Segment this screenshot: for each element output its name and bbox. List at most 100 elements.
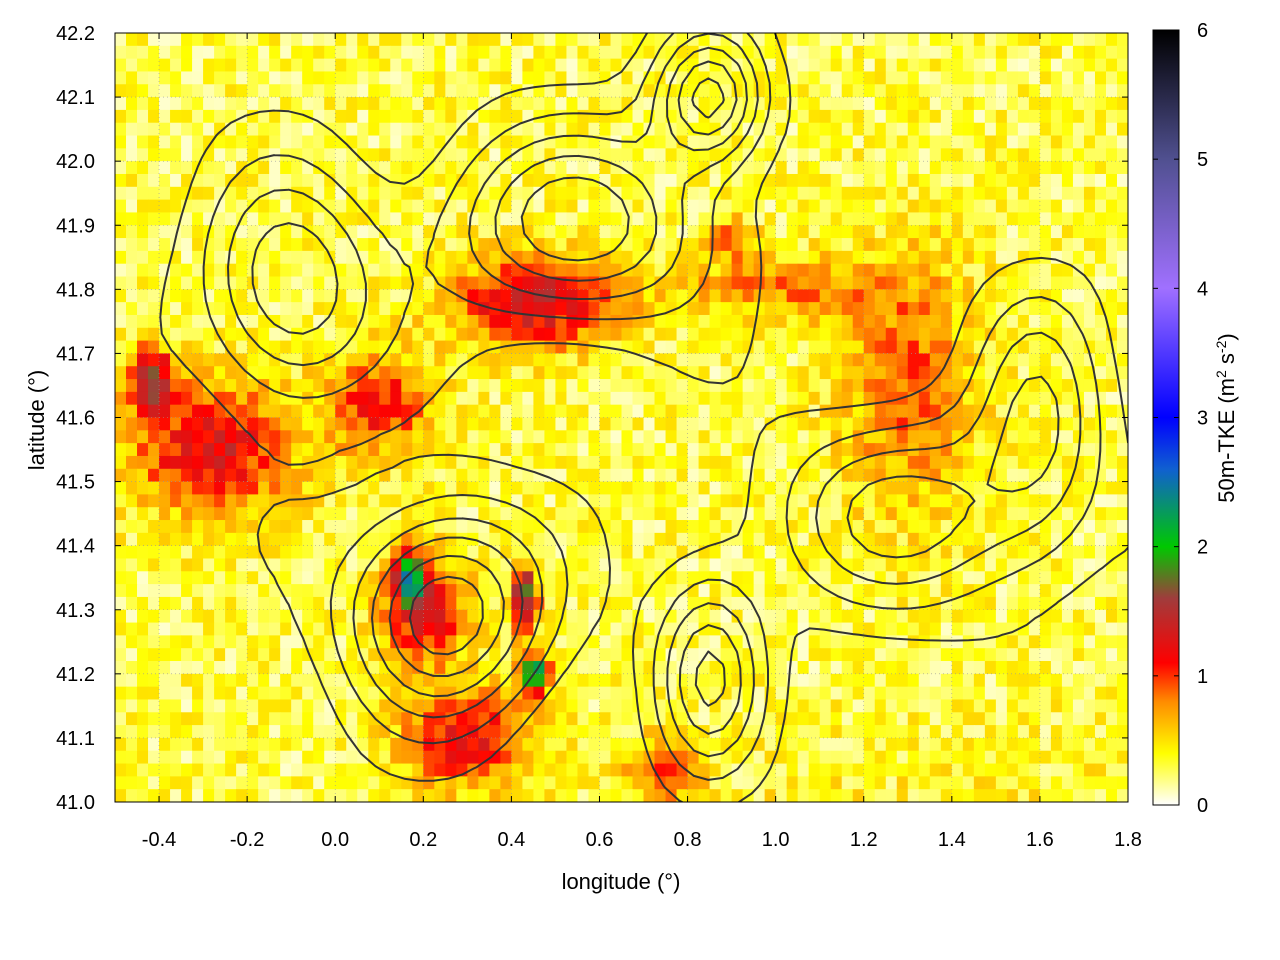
heatmap-cell — [665, 225, 678, 239]
heatmap-cell — [170, 661, 182, 675]
heatmap-cell — [786, 135, 799, 149]
heatmap-cell — [599, 584, 612, 598]
heatmap-cell — [797, 135, 810, 149]
heatmap-cell — [313, 391, 325, 406]
heatmap-cell — [1006, 455, 1019, 470]
heatmap-cell — [676, 302, 689, 316]
heatmap-cell — [379, 58, 391, 73]
heatmap-cell — [247, 661, 259, 675]
heatmap-cell — [467, 212, 479, 226]
heatmap-cell — [522, 212, 535, 226]
heatmap-cell — [1039, 571, 1052, 585]
heatmap-cell — [610, 609, 623, 624]
heatmap-cell — [390, 699, 402, 713]
heatmap-cell — [126, 250, 138, 265]
heatmap-cell — [1006, 212, 1019, 226]
heatmap-cell — [445, 673, 457, 688]
heatmap-cell — [720, 673, 733, 688]
heatmap-cell — [687, 122, 700, 137]
heatmap-cell — [951, 186, 964, 201]
heatmap-cell — [929, 673, 942, 688]
heatmap-cell — [863, 532, 876, 547]
heatmap-cell — [258, 417, 270, 431]
heatmap-cell — [797, 186, 810, 201]
heatmap-cell — [423, 673, 435, 688]
heatmap-cell — [709, 135, 722, 149]
heatmap-cell — [797, 33, 810, 47]
heatmap-cell — [852, 379, 865, 393]
heatmap-cell — [896, 327, 909, 342]
heatmap-cell — [335, 520, 347, 534]
heatmap-cell — [676, 609, 689, 624]
heatmap-cell — [841, 481, 854, 495]
heatmap-cell — [918, 353, 931, 367]
heatmap-cell — [566, 340, 579, 355]
heatmap-cell — [621, 45, 634, 60]
heatmap-cell — [1072, 225, 1085, 239]
heatmap-cell — [324, 33, 336, 47]
heatmap-cell — [720, 443, 733, 457]
heatmap-cell — [1061, 340, 1074, 355]
heatmap-cell — [1072, 276, 1085, 290]
heatmap-cell — [159, 186, 171, 201]
heatmap-cell — [390, 455, 402, 470]
heatmap-cell — [984, 391, 997, 406]
heatmap-cell — [797, 109, 810, 124]
heatmap-cell — [390, 97, 402, 111]
heatmap-cell — [819, 71, 832, 85]
heatmap-cell — [500, 45, 512, 60]
heatmap-cell — [401, 314, 413, 329]
heatmap-cell — [709, 238, 722, 252]
heatmap-cell — [687, 276, 700, 290]
heatmap-cell — [753, 443, 766, 457]
heatmap-cell — [434, 391, 446, 406]
heatmap-cell — [357, 712, 369, 726]
heatmap-cell — [170, 379, 182, 393]
heatmap-cell — [478, 712, 490, 726]
heatmap-cell — [445, 109, 457, 124]
heatmap-cell — [291, 404, 303, 419]
heatmap-cell — [698, 84, 711, 98]
heatmap-cell — [720, 71, 733, 85]
heatmap-cell — [775, 468, 788, 483]
heatmap-cell — [962, 443, 975, 457]
heatmap-cell — [621, 596, 634, 611]
heatmap-cell — [1116, 558, 1128, 572]
heatmap-cell — [401, 263, 413, 278]
heatmap-cell — [841, 250, 854, 265]
heatmap-cell — [544, 135, 557, 149]
heatmap-cell — [665, 302, 678, 316]
heatmap-cell — [610, 263, 623, 278]
heatmap-cell — [753, 33, 766, 47]
heatmap-cell — [643, 455, 656, 470]
heatmap-cell — [852, 430, 865, 444]
heatmap-cell — [412, 379, 424, 393]
heatmap-cell — [940, 468, 953, 483]
heatmap-cell — [379, 443, 391, 457]
heatmap-cell — [863, 314, 876, 329]
heatmap-cell — [1028, 596, 1041, 611]
heatmap-cell — [775, 494, 788, 508]
heatmap-cell — [269, 686, 281, 701]
heatmap-cell — [148, 122, 160, 137]
heatmap-cell — [841, 648, 854, 662]
heatmap-cell — [159, 58, 171, 73]
heatmap-cell — [1028, 468, 1041, 483]
heatmap-cell — [544, 443, 557, 457]
heatmap-cell — [764, 250, 777, 265]
heatmap-cell — [929, 686, 942, 701]
heatmap-cell — [214, 596, 226, 611]
heatmap-cell — [588, 225, 601, 239]
heatmap-cell — [291, 545, 303, 560]
heatmap-cell — [368, 302, 380, 316]
heatmap-cell — [258, 494, 270, 508]
heatmap-cell — [247, 712, 259, 726]
heatmap-cell — [423, 238, 435, 252]
heatmap-cell — [159, 122, 171, 137]
heatmap-cell — [885, 443, 898, 457]
heatmap-cell — [951, 481, 964, 495]
heatmap-cell — [236, 391, 248, 406]
heatmap-cell — [720, 250, 733, 265]
heatmap-cell — [896, 225, 909, 239]
heatmap-cell — [159, 443, 171, 457]
